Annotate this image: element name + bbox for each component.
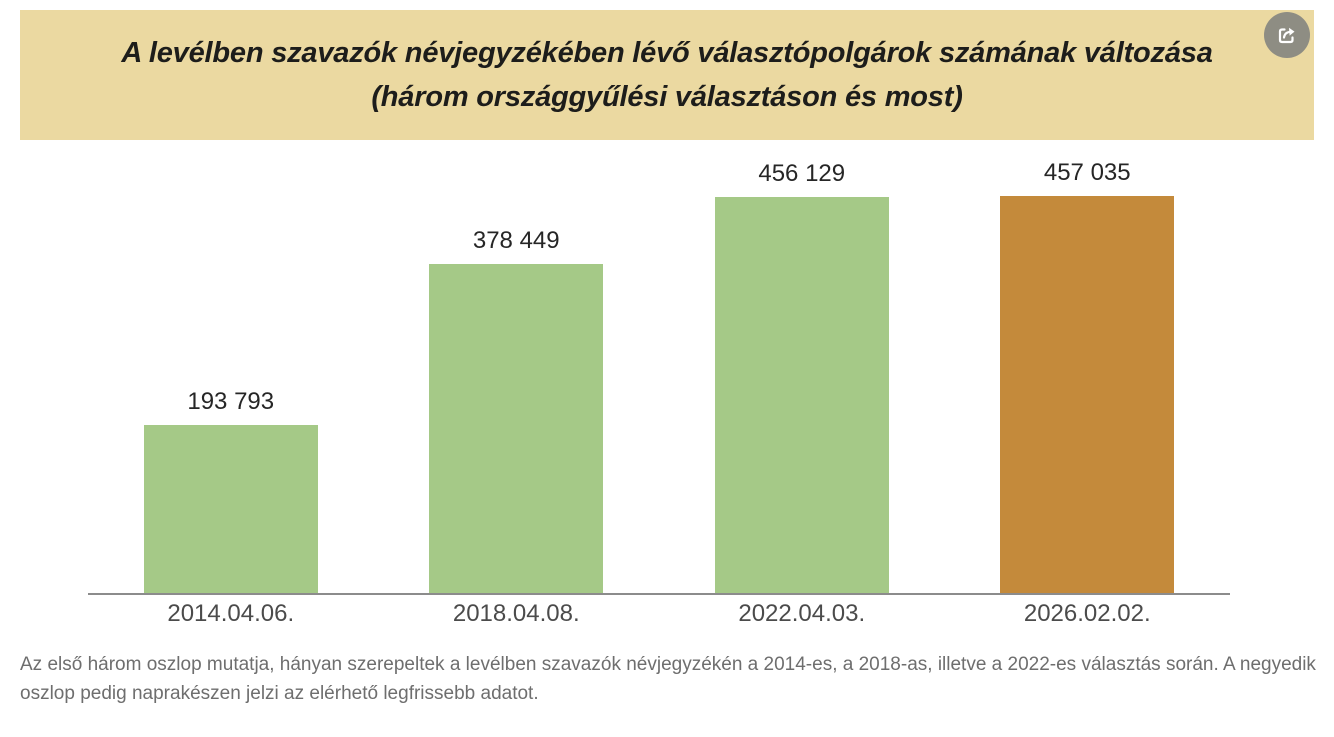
share-icon: [1275, 23, 1299, 47]
bar-chart: 193 793 378 449 456 129 457 035: [88, 140, 1230, 595]
bar-value-label: 193 793: [187, 388, 275, 415]
bar-value-label: 457 035: [1043, 159, 1131, 186]
title-banner: A levélben szavazók névjegyzékében lévő …: [20, 10, 1314, 140]
bar[interactable]: [143, 425, 318, 593]
x-axis-tick-label: 2026.02.02.: [1023, 600, 1151, 627]
x-axis-tick-label: 2014.04.06.: [167, 600, 295, 627]
bar[interactable]: [429, 264, 604, 593]
chart-caption: Az első három oszlop mutatja, hányan sze…: [20, 654, 1316, 705]
bar-value-label: 378 449: [472, 227, 560, 254]
bar-column: 193 793: [88, 388, 374, 593]
x-axis-tick-label: 2018.04.08.: [452, 600, 580, 627]
bar[interactable]: [1000, 196, 1175, 593]
plot-area: 193 793 378 449 456 129 457 035: [88, 140, 1230, 595]
share-button[interactable]: [1264, 12, 1310, 58]
page-title: A levélben szavazók névjegyzékében lévő …: [121, 37, 1213, 113]
bar-column: 456 129: [659, 160, 945, 593]
bar-column: 457 035: [945, 159, 1231, 593]
bar-column: 378 449: [374, 227, 660, 593]
bar-value-label: 456 129: [758, 160, 846, 187]
x-axis-tick-label: 2022.04.03.: [738, 600, 866, 627]
bar[interactable]: [714, 197, 889, 593]
x-axis: 2014.04.06. 2018.04.08. 2022.04.03. 2026.02…: [88, 600, 1230, 628]
